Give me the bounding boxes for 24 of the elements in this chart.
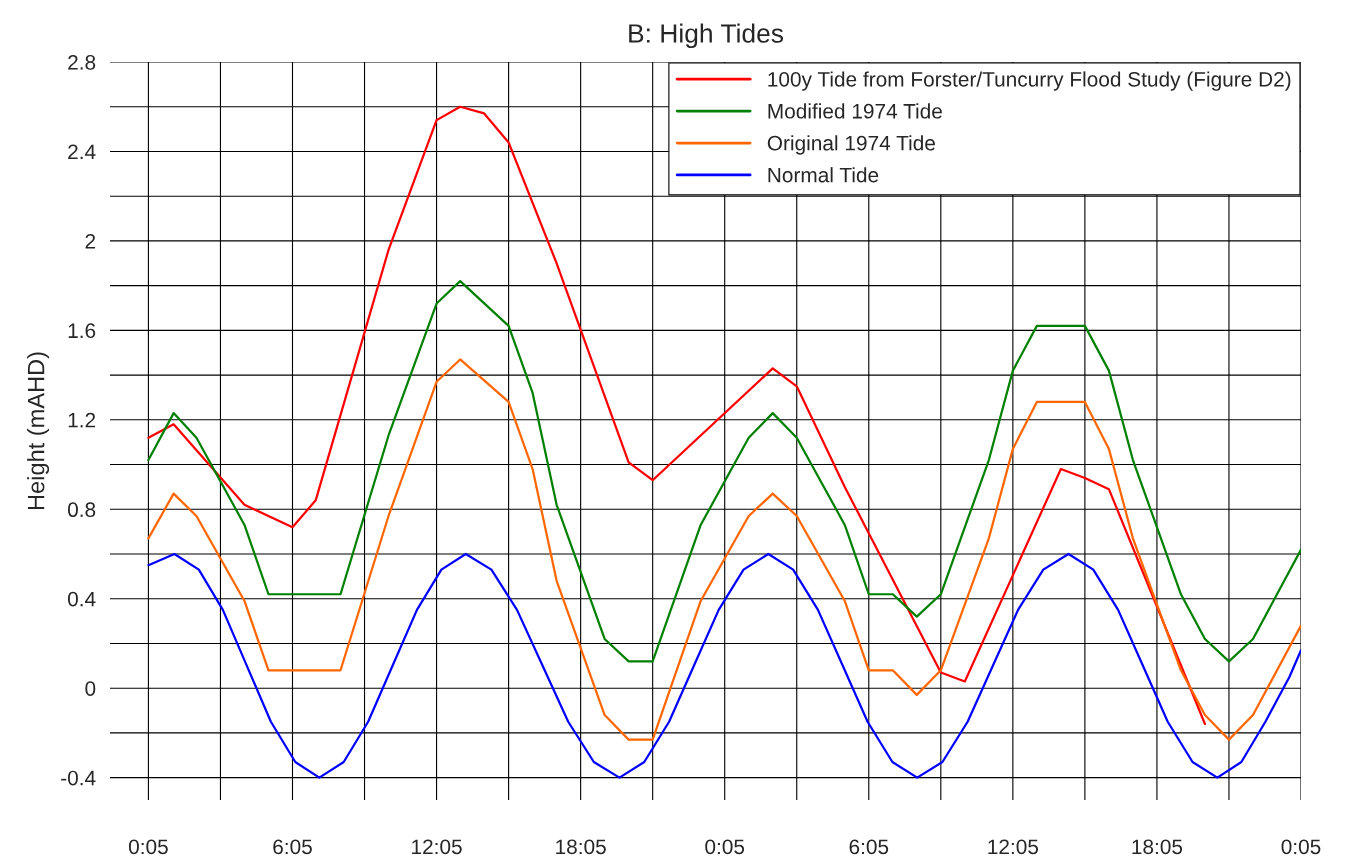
- legend-label: Normal Tide: [768, 167, 879, 183]
- y-tick-label: 2.4: [68, 144, 96, 159]
- legend-label: 100y Tide from Forster/Tuncurry Flood Study (Figure D2): [768, 71, 1291, 91]
- y-tick-label: 0.8: [67, 502, 96, 518]
- x-tick-label: 6:05: [273, 839, 312, 855]
- x-tick-label: 12:05: [988, 839, 1039, 855]
- x-tick-label: 0:05: [705, 839, 745, 855]
- y-tick-label: 1.6: [68, 323, 96, 339]
- x-tick-label: 0:05: [128, 839, 168, 855]
- y-axis-title: Height (mAHD): [27, 352, 50, 510]
- x-tick-label: 0:05: [1281, 839, 1321, 855]
- y-tick-label: 2: [85, 233, 96, 249]
- y-tick-label: -0.4: [61, 770, 96, 786]
- x-tick-label: 6:05: [849, 839, 889, 855]
- y-tick-label: 0: [85, 681, 96, 696]
- x-tick-label: 12:05: [412, 839, 462, 855]
- y-tick-label: 2.8: [68, 55, 96, 70]
- x-tick-label: 18:05: [556, 839, 606, 855]
- legend-label: Original 1974 Tide: [767, 135, 935, 155]
- chart-title: B: High Tides: [629, 23, 784, 49]
- y-tick-label: 1.2: [68, 412, 96, 428]
- legend-label: Modified 1974 Tide: [768, 103, 942, 119]
- y-tick-label: 0.4: [67, 591, 96, 607]
- x-tick-label: 18:05: [1132, 839, 1183, 855]
